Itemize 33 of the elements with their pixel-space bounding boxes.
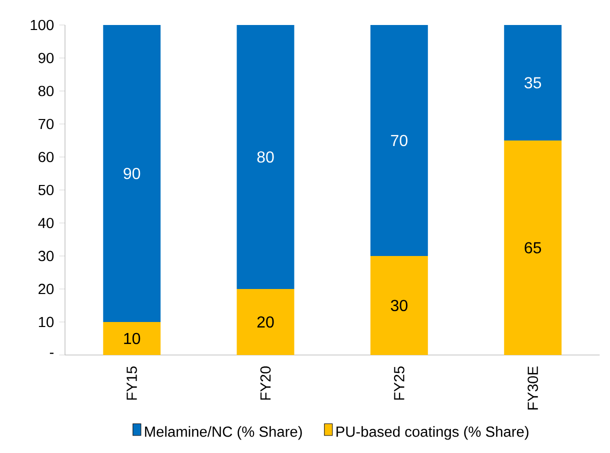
y-tick-label: 90 [38, 52, 54, 64]
y-tick-label: 100 [30, 20, 54, 30]
bar [504, 140, 562, 355]
y-tick-label: 10 [38, 316, 54, 328]
data-label: 20 [257, 316, 274, 328]
bar [370, 256, 428, 355]
data-label: 30 [390, 300, 408, 312]
data-label: 10 [124, 332, 140, 344]
bar [370, 24, 428, 256]
bar [504, 24, 562, 140]
x-tick-label: FY20 [260, 366, 271, 400]
bar [236, 288, 294, 355]
y-tick-label: 50 [38, 184, 54, 196]
y-tick-label: 20 [38, 284, 54, 294]
y-tick-label: 80 [38, 86, 54, 96]
data-label: 35 [524, 77, 542, 88]
y-tick-label: 30 [38, 250, 54, 262]
y-tick-label: 60 [38, 152, 54, 162]
y-tick-label: 40 [38, 218, 54, 228]
legend-label: Melamine/NC (% Share) [145, 426, 302, 440]
y-tick-label: 70 [38, 118, 54, 130]
data-label: 90 [124, 168, 140, 180]
data-label: 80 [257, 151, 274, 163]
bar [236, 24, 294, 289]
bar [103, 322, 161, 355]
x-tick-label: FY25 [394, 366, 404, 400]
data-label: 65 [524, 242, 542, 254]
x-tick-label: FY30E [528, 366, 538, 410]
legend-label: PU-based coatings (% Share) [336, 426, 528, 440]
data-label: 70 [391, 134, 408, 146]
x-tick-label: FY15 [126, 366, 137, 400]
y-tick-label: - [50, 352, 54, 354]
bar [103, 24, 161, 322]
